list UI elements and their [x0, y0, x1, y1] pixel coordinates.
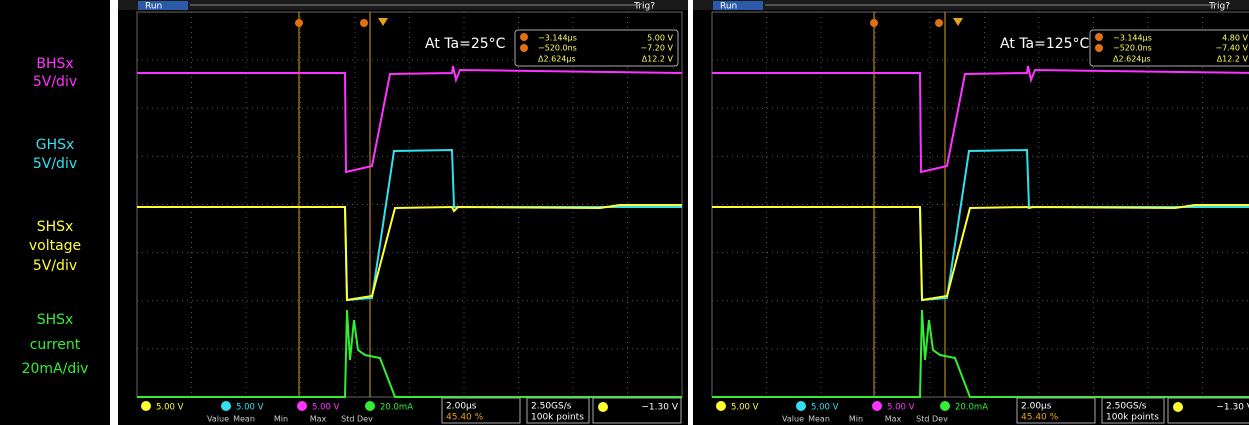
cursor-a-marker — [870, 19, 878, 27]
trigger-status: Trig? — [633, 2, 655, 12]
annotation: At Ta=125°C — [1000, 36, 1090, 52]
sample-rate: 2.50GS/s — [531, 402, 572, 412]
trigger-position: 45.40 % — [446, 413, 484, 423]
measurement-header: Min — [274, 415, 288, 424]
cursor-time: −3.144µs — [538, 34, 577, 43]
cursor-b-icon — [1095, 44, 1103, 52]
legend-label: 5V/div — [33, 74, 77, 90]
measurement-header: Value — [782, 415, 804, 424]
trigger-position: 45.40 % — [1021, 413, 1059, 423]
cursor-value: −7.40 V — [1215, 44, 1248, 53]
channel-scale: 5.00 V — [312, 403, 340, 413]
channel-icon — [141, 401, 151, 411]
channel-icon — [796, 401, 806, 411]
trigger-icon — [1173, 402, 1183, 412]
cursor-value: −7.20 V — [640, 44, 673, 53]
legend-label: 5V/div — [33, 156, 77, 172]
channel-scale: 5.00 V — [887, 403, 915, 413]
cursor-time: −3.144µs — [1113, 34, 1152, 43]
scope: Run Trig? At Ta=125°C −3.144µs 4.80 V −520.0n… — [693, 0, 1249, 425]
cursor-value: 4.80 V — [1222, 34, 1248, 43]
measurement-header: Mean — [808, 415, 830, 424]
channel-scale: 5.00 V — [156, 403, 184, 413]
trigger-status: Trig? — [1208, 2, 1230, 12]
channel-icon — [365, 401, 375, 411]
channel-icon — [716, 401, 726, 411]
measurement-header: Mean — [233, 415, 255, 424]
channel-scale: 5.00 V — [811, 403, 839, 413]
channel-icon — [297, 401, 307, 411]
channel-icon — [872, 401, 882, 411]
cursor-a-icon — [520, 33, 528, 41]
cursor-b-icon — [520, 44, 528, 52]
legend-label: current — [30, 337, 81, 353]
measurement-header: Std Dev — [916, 415, 948, 424]
page: BHSx 5V/div GHSx 5V/div SHSx voltage 5V/div SHS… — [0, 0, 1249, 425]
record-length: 100k points — [1106, 413, 1159, 423]
run-status: Run — [145, 2, 162, 12]
channel-scale: 5.00 V — [236, 403, 264, 413]
legend-label: voltage — [29, 238, 81, 254]
trigger-level: −1.30 V — [641, 403, 678, 413]
channel-scale: 20.0mA — [380, 403, 413, 413]
legend-label: BHSx — [36, 56, 73, 72]
cursor-b-marker — [935, 19, 943, 27]
trigger-level: −1.30 V — [1216, 403, 1249, 413]
run-status: Run — [720, 2, 737, 12]
cursor-a-icon — [1095, 33, 1103, 41]
timebase: 2.00µs — [1021, 402, 1052, 412]
measurement-header: Min — [849, 415, 863, 424]
legend-label: SHSx — [37, 219, 74, 235]
cursor-value: Δ12.2 V — [642, 55, 674, 64]
measurement-header: Value — [207, 415, 229, 424]
measurement-header: Max — [885, 415, 902, 424]
cursor-time: −520.0ns — [1113, 44, 1152, 53]
scope: Run Trig? At Ta=25°C −3.144µs 5.00 V −520.0ns… — [118, 0, 688, 425]
legend-label: GHSx — [36, 137, 75, 153]
legend-label: SHSx — [37, 312, 74, 328]
cursor-time: Δ2.624µs — [1113, 55, 1151, 64]
measurement-header: Std Dev — [341, 415, 373, 424]
channel-icon — [940, 401, 950, 411]
record-length: 100k points — [531, 413, 584, 423]
measurement-header: Max — [310, 415, 327, 424]
cursor-value: Δ12.2 V — [1217, 55, 1249, 64]
cursor-time: −520.0ns — [538, 44, 577, 53]
annotation: At Ta=25°C — [425, 36, 506, 52]
cursor-time: Δ2.624µs — [538, 55, 576, 64]
cursor-a-marker — [295, 19, 303, 27]
trigger-icon — [598, 402, 608, 412]
channel-scale: 20.0mA — [955, 403, 988, 413]
legend-label: 5V/div — [33, 258, 77, 274]
sample-rate: 2.50GS/s — [1106, 402, 1147, 412]
timebase: 2.00µs — [446, 402, 477, 412]
channel-icon — [221, 401, 231, 411]
channel-scale: 5.00 V — [731, 403, 759, 413]
legend-label: 20mA/div — [22, 361, 89, 377]
cursor-b-marker — [360, 19, 368, 27]
cursor-value: 5.00 V — [647, 34, 673, 43]
